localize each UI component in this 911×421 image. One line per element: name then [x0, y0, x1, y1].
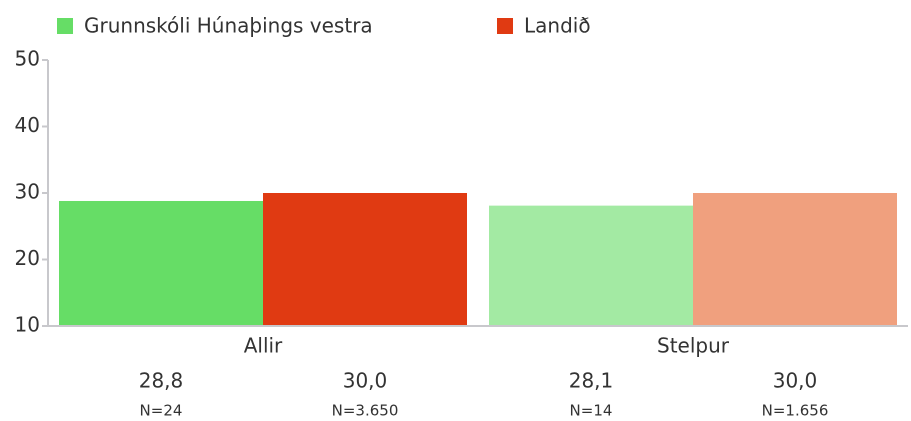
- n-label: N=3.650: [332, 402, 399, 420]
- y-tick-label: 40: [15, 113, 40, 137]
- y-tick-label: 20: [15, 246, 40, 270]
- n-label: N=14: [570, 402, 613, 420]
- x-tick-label: Stelpur: [657, 334, 730, 358]
- x-tick-label: Allir: [244, 334, 283, 358]
- legend-swatch: [497, 18, 513, 34]
- n-label: N=1.656: [762, 402, 829, 420]
- y-tick-label: 10: [15, 313, 40, 337]
- legend-label: Landið: [524, 14, 591, 38]
- bar: [59, 200, 263, 326]
- value-label: 28,1: [569, 369, 614, 393]
- bar: [263, 193, 467, 326]
- legend-swatch: [57, 18, 73, 34]
- bar: [693, 193, 897, 326]
- n-label: N=24: [140, 402, 183, 420]
- bar: [489, 205, 693, 326]
- value-label: 30,0: [773, 369, 818, 393]
- legend-label: Grunnskóli Húnaþings vestra: [84, 14, 373, 38]
- y-tick-label: 30: [15, 180, 40, 204]
- value-label: 28,8: [139, 369, 184, 393]
- value-label: 30,0: [343, 369, 388, 393]
- y-tick-label: 50: [15, 47, 40, 71]
